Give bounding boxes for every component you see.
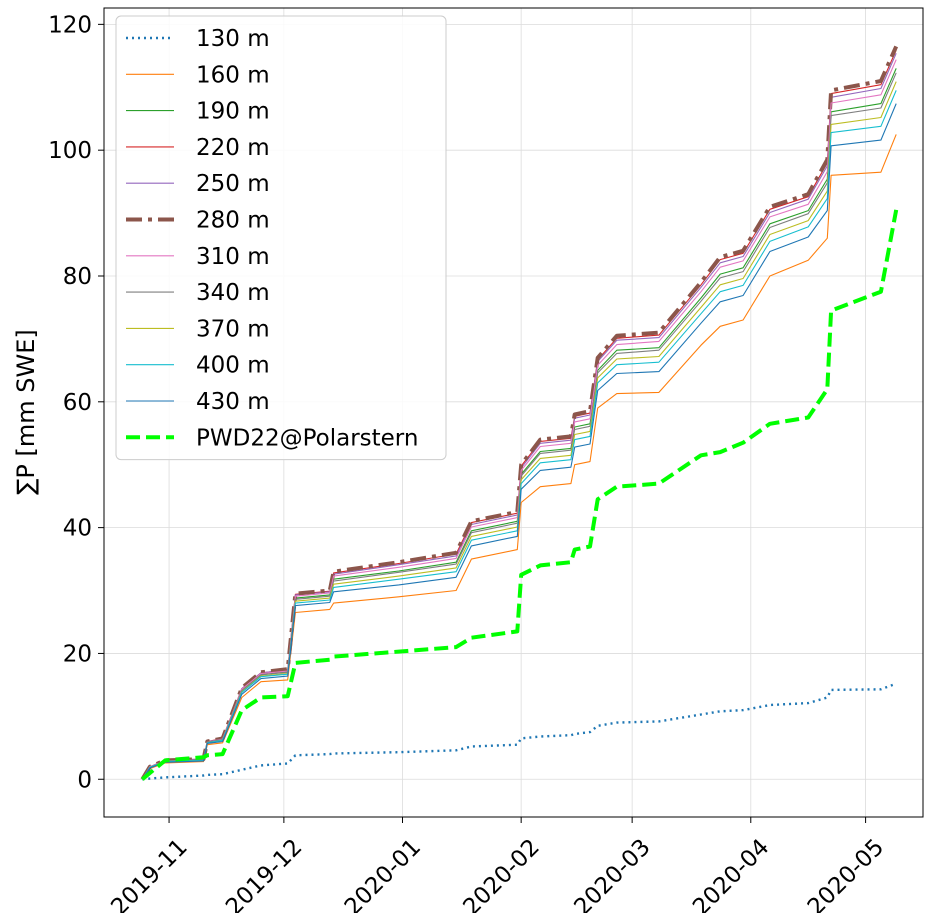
series-line [141,134,897,780]
legend-label: 370 m [196,316,270,342]
legend-box [115,15,447,461]
y-tick-label: 0 [77,767,92,793]
x-tick-label: 2020-04 [688,834,774,913]
y-tick-label: 100 [48,138,92,164]
x-tick-label: 2019-11 [106,834,192,913]
series-line [142,682,897,781]
y-tick-label: 80 [63,264,92,290]
legend-label: 310 m [196,244,270,270]
x-tick-label: 2020-03 [569,834,655,913]
legend-label: PWD22@Polarstern [196,425,418,451]
series-line [141,209,899,781]
x-tick-label: 2019-12 [221,834,307,913]
series-line [141,103,897,780]
legend-label: 130 m [196,26,270,52]
plot-frame [103,7,924,818]
legend: 130 m 160 m 190 m 220 m 250 m 280 m 310 m 340 m… [115,15,447,461]
x-tick-label: 2020-02 [458,834,544,913]
x-tick-label: 2020-01 [340,834,426,913]
legend-label: 190 m [196,99,270,125]
legend-label: 250 m [196,171,270,197]
y-tick-label: 40 [63,516,92,542]
legend-label: 280 m [196,208,270,234]
legend-label: 340 m [196,280,270,306]
legend-label: 430 m [196,389,270,415]
legend-label: 160 m [196,62,270,88]
y-tick-label: 60 [63,390,92,416]
legend-label: 400 m [196,353,270,379]
x-tick-label: 2020-05 [803,834,889,913]
y-tick-label: 120 [48,12,92,38]
legend-label: 220 m [196,135,270,161]
y-tick-label: 20 [63,641,92,667]
y-axis-label: ∑P [mm SWE] [12,329,40,495]
